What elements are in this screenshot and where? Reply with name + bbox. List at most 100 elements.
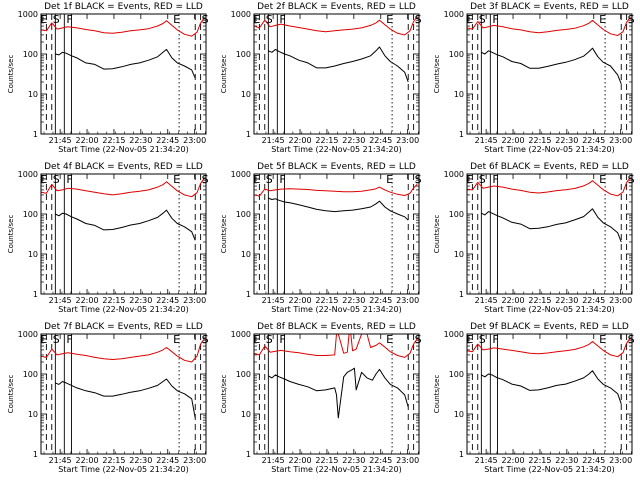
plot-title: Det 8f BLACK = Events, RED = LLD [257,322,416,332]
x-tick-label: 21:45 [475,296,498,305]
plot-frame [40,173,207,295]
x-tick-label: 22:15 [528,296,551,305]
plot-frame [40,13,207,135]
plot-frame [466,173,633,295]
time-marker-label: E [386,13,393,26]
detector-plot-panel: Det 5f BLACK = Events, RED = LLD 1 10 100 10… [220,162,422,314]
time-marker-label: F [492,13,498,26]
x-tick-label: 22:30 [555,136,578,145]
detector-plot-panel: Det 4f BLACK = Events, RED = LLD 1 10 100 10… [7,162,209,314]
time-marker-label: S [479,13,486,26]
time-marker-label: S [53,13,60,26]
x-tick-label: 22:30 [342,296,365,305]
x-tick-label: 21:45 [475,136,498,145]
detector-plot-panel: Det 6f BLACK = Events, RED = LLD 1 10 100 10… [433,162,635,314]
events-series-line [268,197,409,221]
y-tick-label: 1 [459,130,464,139]
x-tick-label: 21:45 [262,136,285,145]
plot-frame [253,173,420,295]
y-tick-label: 100 [449,210,464,219]
time-marker-label: S [266,333,273,346]
x-tick-label: 22:15 [315,456,338,465]
x-tick-label: 22:00 [76,136,99,145]
time-marker-label: E [40,173,47,186]
plot-data-area [41,14,205,134]
y-axis-label: Counts/sec [220,215,228,254]
lld-series-line [467,17,631,36]
time-marker-label: E [40,333,47,346]
plot-title: Det 2f BLACK = Events, RED = LLD [257,2,416,12]
plot-data-area [467,14,631,134]
plot-data-area [254,334,418,454]
x-tick-label: 23:00 [609,296,632,305]
time-marker-label: S [202,333,209,346]
x-tick-label: 22:00 [76,456,99,465]
time-marker-label: E [466,333,473,346]
x-axis-label: Start Time (22-Nov-05 21:34:20) [484,145,614,154]
x-tick-label: 23:00 [609,136,632,145]
y-tick-label: 10 [241,250,251,259]
y-tick-label: 1 [246,450,251,459]
x-tick-label: 22:00 [502,136,525,145]
events-series-line [55,209,196,241]
y-axis-label: Counts/sec [7,375,15,414]
events-series-line [481,208,622,243]
time-marker-label: F [279,333,285,346]
time-marker-label: F [66,173,72,186]
lld-series-line [41,17,205,37]
events-series-line [268,367,409,419]
lld-series-line [254,16,418,36]
x-tick-label: 22:15 [102,296,125,305]
x-tick-label: 22:45 [156,296,179,305]
time-marker-label: F [66,13,72,26]
lld-series-line [254,334,418,358]
y-tick-label: 100 [23,50,38,59]
time-marker-label: S [53,173,60,186]
time-marker-label: S [266,173,273,186]
detector-plot-panel: Det 9f BLACK = Events, RED = LLD 1 10 100 10… [433,322,635,474]
x-tick-label: 22:00 [502,296,525,305]
y-tick-label: 1 [246,130,251,139]
time-marker-label: F [492,173,498,186]
y-tick-label: 1000 [231,170,251,179]
time-marker-label: E [386,173,393,186]
plot-title: Det 7f BLACK = Events, RED = LLD [44,322,203,332]
plot-data-area [41,334,205,454]
lld-series-line [41,178,205,198]
y-tick-label: 1000 [444,330,464,339]
x-tick-label: 21:45 [49,296,72,305]
y-tick-label: 10 [241,410,251,419]
events-series-line [481,47,622,84]
y-axis-label: Counts/sec [7,215,15,254]
y-axis-label: Counts/sec [220,55,228,94]
time-marker-label: E [386,333,393,346]
y-tick-label: 1000 [18,330,38,339]
x-tick-label: 22:00 [502,456,525,465]
x-tick-label: 22:00 [289,456,312,465]
y-tick-label: 10 [28,250,38,259]
plot-frame [253,333,420,455]
plot-frame [253,13,420,135]
y-tick-label: 1 [33,450,38,459]
plot-data-area [467,334,631,454]
time-marker-label: E [173,13,180,26]
x-axis-label: Start Time (22-Nov-05 21:34:20) [271,465,401,474]
x-tick-label: 21:45 [49,456,72,465]
x-tick-label: 22:15 [315,296,338,305]
plot-data-area [41,174,205,294]
detector-plot-panel: Det 7f BLACK = Events, RED = LLD 1 10 100 10… [7,322,209,474]
plot-frame [40,333,207,455]
lld-series-line [467,177,631,197]
y-axis-label: Counts/sec [433,375,441,414]
plot-title: Det 6f BLACK = Events, RED = LLD [470,162,629,172]
plot-title: Det 1f BLACK = Events, RED = LLD [44,2,203,12]
x-tick-label: 21:45 [262,296,285,305]
x-tick-label: 22:30 [129,296,152,305]
x-tick-label: 23:00 [183,456,206,465]
y-tick-label: 1000 [231,10,251,19]
x-tick-label: 22:45 [582,136,605,145]
x-tick-label: 22:00 [289,136,312,145]
time-marker-label: S [266,13,273,26]
x-tick-label: 22:15 [102,456,125,465]
